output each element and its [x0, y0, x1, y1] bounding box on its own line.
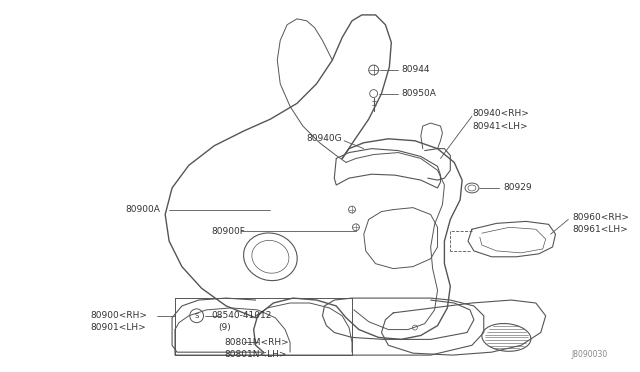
Text: 80940<RH>: 80940<RH> — [472, 109, 529, 118]
Text: 80900A: 80900A — [126, 205, 161, 214]
Text: 80801N<LH>: 80801N<LH> — [224, 350, 287, 359]
Text: 80801M<RH>: 80801M<RH> — [224, 338, 289, 347]
Text: 80960<RH>: 80960<RH> — [572, 213, 629, 222]
Text: 80961<LH>: 80961<LH> — [572, 225, 628, 234]
Text: 80950A: 80950A — [401, 89, 436, 98]
Text: S: S — [195, 313, 199, 319]
Text: 80944: 80944 — [401, 65, 429, 74]
Text: 80901<LH>: 80901<LH> — [90, 323, 146, 332]
Text: 80900F: 80900F — [211, 227, 245, 236]
Text: 80929: 80929 — [504, 183, 532, 192]
Text: (9): (9) — [218, 323, 231, 332]
Text: 80941<LH>: 80941<LH> — [472, 122, 527, 131]
Text: J8090030: J8090030 — [572, 350, 607, 359]
Text: 80940G: 80940G — [307, 134, 342, 143]
Text: 08540-41012: 08540-41012 — [211, 311, 272, 320]
Text: 80900<RH>: 80900<RH> — [90, 311, 147, 320]
